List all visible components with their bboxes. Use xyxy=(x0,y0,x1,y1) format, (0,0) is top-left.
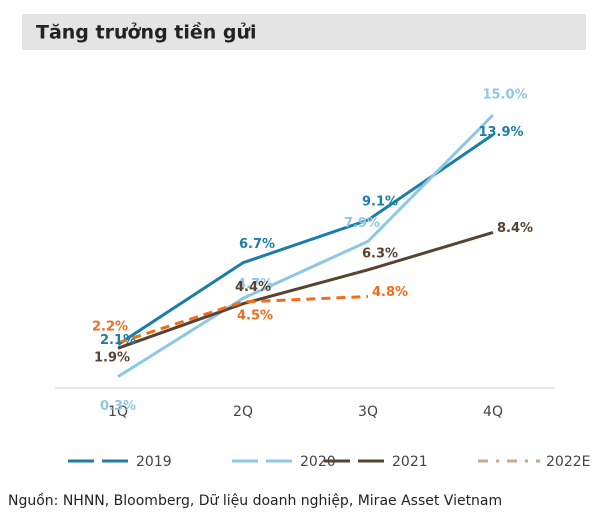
x-tick-label: 1Q xyxy=(108,404,128,420)
legend-label: 2020 xyxy=(300,454,336,470)
data-label: 15.0% xyxy=(482,88,527,103)
legend-label: 2019 xyxy=(136,454,172,470)
series-line xyxy=(117,113,495,378)
data-label: 13.9% xyxy=(478,125,523,140)
data-label: 9.1% xyxy=(362,195,398,210)
series-line xyxy=(117,231,494,350)
data-label: 6.3% xyxy=(362,246,398,261)
data-label: 7.9% xyxy=(344,216,380,231)
data-label: 8.4% xyxy=(497,221,533,236)
title-bar xyxy=(22,14,586,50)
data-label: 4.7% xyxy=(237,277,273,292)
x-tick-label: 3Q xyxy=(358,404,378,420)
data-label: 1.9% xyxy=(94,351,130,366)
source-note: Nguồn: NHNN, Bloomberg, Dữ liệu doanh ng… xyxy=(8,492,502,509)
chart-title: Tăng trưởng tiền gửi xyxy=(36,21,257,44)
x-tick-label: 2Q xyxy=(233,404,253,420)
legend-label: 2021 xyxy=(392,454,428,470)
legend-label: 2022E xyxy=(546,454,590,470)
data-label: 4.4% xyxy=(235,280,271,295)
data-label: 2.1% xyxy=(100,333,136,348)
data-label: 2.2% xyxy=(92,319,128,334)
data-label: 4.5% xyxy=(237,308,273,323)
data-label: 4.8% xyxy=(372,285,408,300)
data-label: 0.3% xyxy=(100,399,136,414)
series-line xyxy=(117,133,494,346)
series-line xyxy=(117,295,369,345)
data-label: 6.7% xyxy=(239,237,275,252)
x-tick-label: 4Q xyxy=(483,404,503,420)
